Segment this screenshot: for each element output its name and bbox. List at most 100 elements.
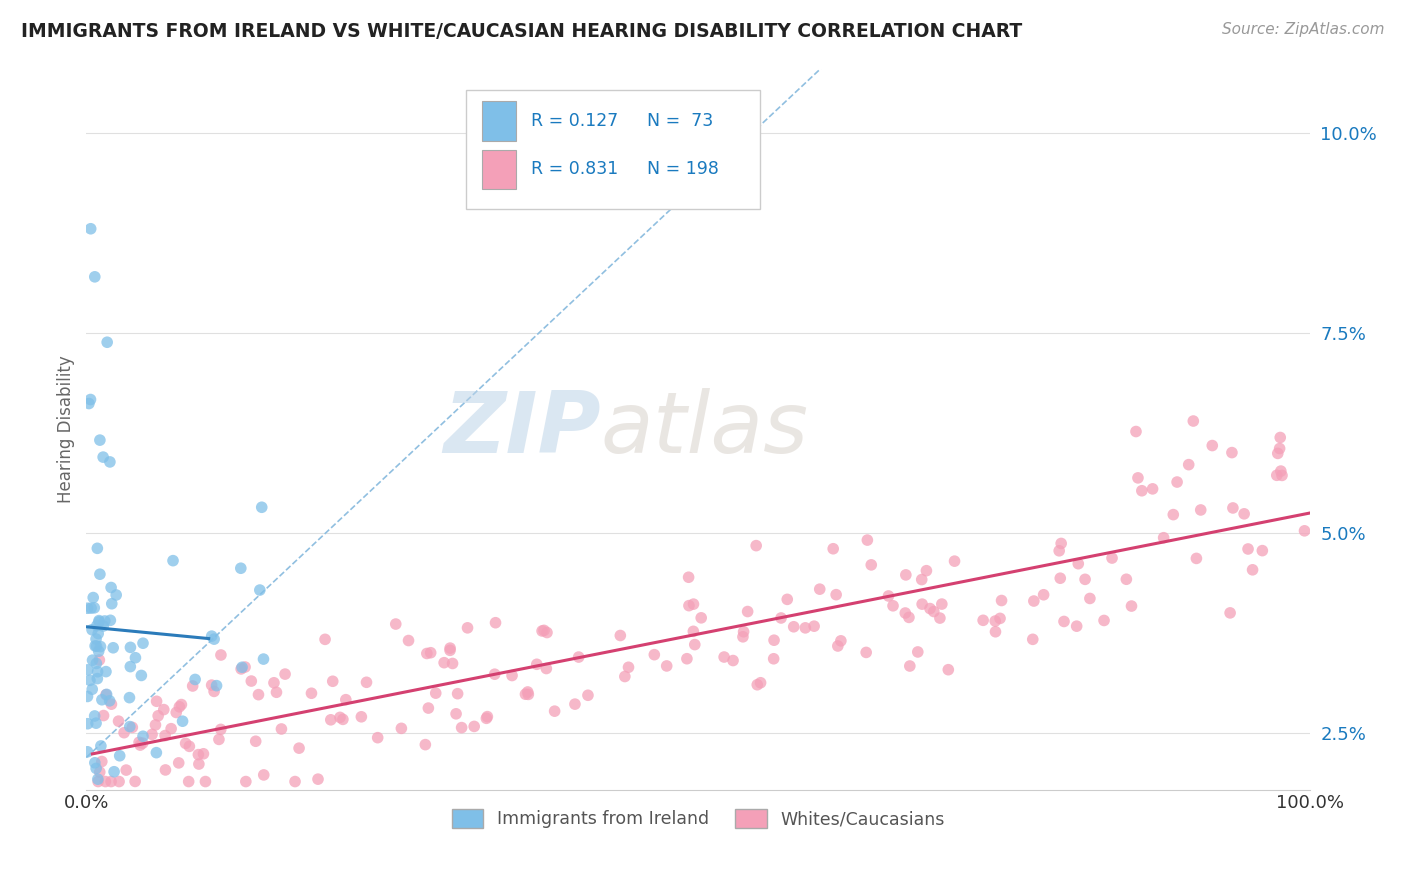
Point: [101, 597, 124, 611]
Point: [145, 694, 167, 708]
Point: [169, 699, 191, 714]
Point: [515, 687, 537, 701]
Point: [93, 708, 115, 723]
Point: [1222, 500, 1244, 515]
Point: [332, 712, 354, 726]
Point: [181, 679, 204, 693]
Point: [1153, 531, 1175, 545]
Point: [98, 694, 121, 708]
Point: [655, 659, 678, 673]
Point: [747, 678, 769, 692]
Point: [266, 685, 288, 699]
Point: [329, 710, 352, 724]
Point: [918, 601, 941, 615]
Point: [1270, 430, 1292, 444]
Y-axis label: Hearing Disability: Hearing Disability: [58, 355, 75, 503]
Point: [80, 601, 103, 615]
Point: [247, 688, 270, 702]
Point: [100, 774, 122, 789]
Point: [83, 756, 105, 770]
Point: [678, 570, 700, 584]
Point: [91, 450, 114, 464]
Point: [990, 593, 1012, 607]
Legend: Immigrants from Ireland, Whites/Caucasians: Immigrants from Ireland, Whites/Caucasia…: [446, 802, 952, 835]
Point: [463, 719, 485, 733]
Point: [76, 690, 98, 704]
Point: [678, 599, 700, 613]
Point: [516, 685, 538, 699]
Point: [187, 757, 209, 772]
Point: [80, 221, 103, 235]
Text: atlas: atlas: [600, 387, 808, 471]
Point: [118, 720, 141, 734]
Point: [322, 674, 344, 689]
Point: [536, 661, 558, 675]
Point: [87, 644, 110, 658]
Point: [1166, 475, 1188, 489]
Point: [288, 741, 311, 756]
Point: [100, 697, 122, 711]
Point: [174, 736, 197, 750]
Point: [830, 633, 852, 648]
Point: [860, 558, 883, 572]
Point: [690, 611, 713, 625]
Point: [274, 667, 297, 681]
Point: [415, 738, 437, 752]
Point: [108, 748, 131, 763]
Point: [1237, 541, 1260, 556]
Point: [877, 589, 900, 603]
Point: [543, 704, 565, 718]
Point: [928, 611, 950, 625]
Point: [1294, 524, 1316, 538]
FancyBboxPatch shape: [465, 90, 759, 209]
Point: [87, 772, 110, 787]
Point: [444, 706, 467, 721]
Point: [856, 533, 879, 547]
Point: [94, 665, 117, 679]
FancyBboxPatch shape: [482, 150, 516, 189]
Point: [731, 630, 754, 644]
Point: [643, 648, 665, 662]
Point: [86, 672, 108, 686]
Point: [898, 659, 921, 673]
Point: [96, 335, 118, 350]
Point: [1126, 471, 1149, 485]
Point: [609, 628, 631, 642]
Point: [108, 774, 131, 789]
Text: R = 0.831: R = 0.831: [530, 161, 617, 178]
Point: [177, 774, 200, 789]
Point: [90, 739, 112, 753]
Point: [1067, 557, 1090, 571]
Point: [733, 624, 755, 639]
Point: [477, 709, 499, 723]
Point: [763, 633, 786, 648]
Point: [972, 613, 994, 627]
Point: [84, 761, 107, 775]
Point: [682, 624, 704, 639]
Point: [231, 662, 253, 676]
Point: [1251, 543, 1274, 558]
Point: [418, 701, 440, 715]
Point: [87, 774, 110, 789]
Point: [416, 647, 439, 661]
Point: [76, 745, 98, 759]
Point: [83, 600, 105, 615]
Point: [988, 611, 1011, 625]
Point: [89, 567, 111, 582]
Point: [484, 615, 506, 630]
Point: [1233, 507, 1256, 521]
Point: [1220, 445, 1243, 459]
Point: [484, 667, 506, 681]
Point: [284, 774, 307, 789]
Point: [384, 617, 406, 632]
Point: [112, 725, 135, 739]
Point: [170, 698, 193, 712]
Point: [301, 686, 323, 700]
Point: [1271, 468, 1294, 483]
Point: [827, 639, 849, 653]
Point: [915, 564, 938, 578]
Point: [936, 663, 959, 677]
Point: [803, 619, 825, 633]
Point: [450, 721, 472, 735]
Point: [79, 673, 101, 688]
